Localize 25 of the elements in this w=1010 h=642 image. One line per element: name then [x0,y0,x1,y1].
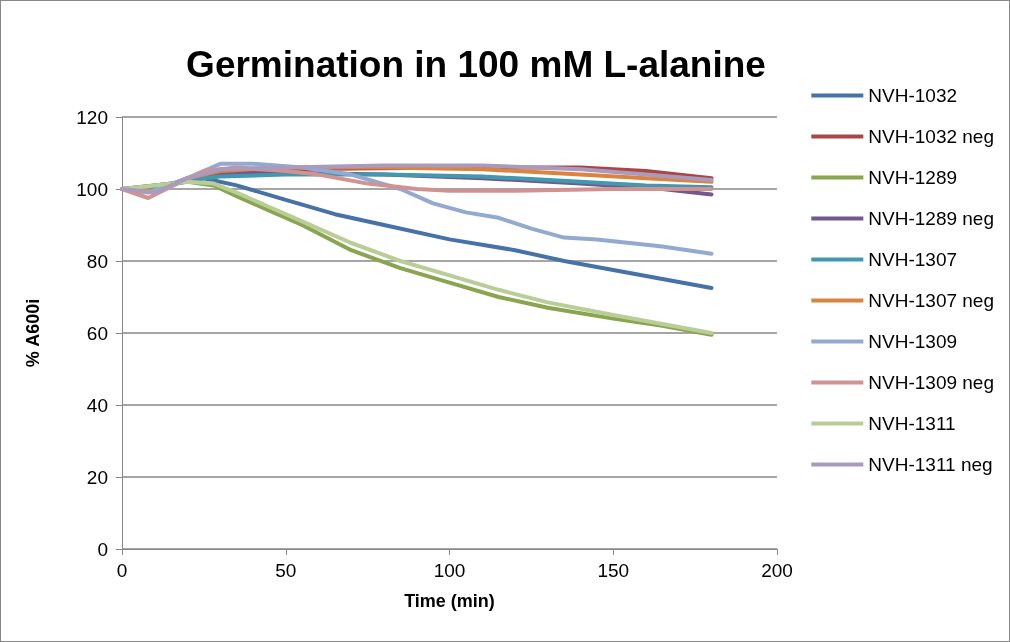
x-tick-label: 50 [275,560,297,581]
x-tick-label: 0 [116,560,128,581]
x-tick-label: 100 [433,560,466,581]
x-tick-label: 150 [597,560,630,581]
y-tick-label: 0 [97,538,108,560]
legend-label: NVH-1307 neg [868,290,995,311]
y-tick-label: 100 [76,178,108,200]
legend-label: NVH-1309 neg [868,372,995,393]
x-axis-title: Time (min) [404,591,495,611]
legend-label: NVH-1311 [868,413,956,434]
legend-label: NVH-1032 neg [868,126,995,147]
y-tick-label: 80 [86,250,108,272]
y-tick-label: 60 [86,322,108,344]
y-tick-label: 40 [86,394,108,416]
x-tick-label: 200 [761,560,793,581]
legend-label: NVH-1307 [868,249,958,270]
legend-label: NVH-1289 [868,167,958,188]
y-tick-label: 120 [76,106,108,128]
y-tick-label: 20 [86,466,108,488]
legend-label: NVH-1032 [868,85,958,106]
chart-title: Germination in 100 mM L-alanine [186,44,766,85]
legend-label: NVH-1309 [868,331,958,352]
legend-label: NVH-1289 neg [868,208,995,229]
legend-label: NVH-1311 neg [868,454,993,475]
y-axis-title: % A600i [23,298,43,368]
